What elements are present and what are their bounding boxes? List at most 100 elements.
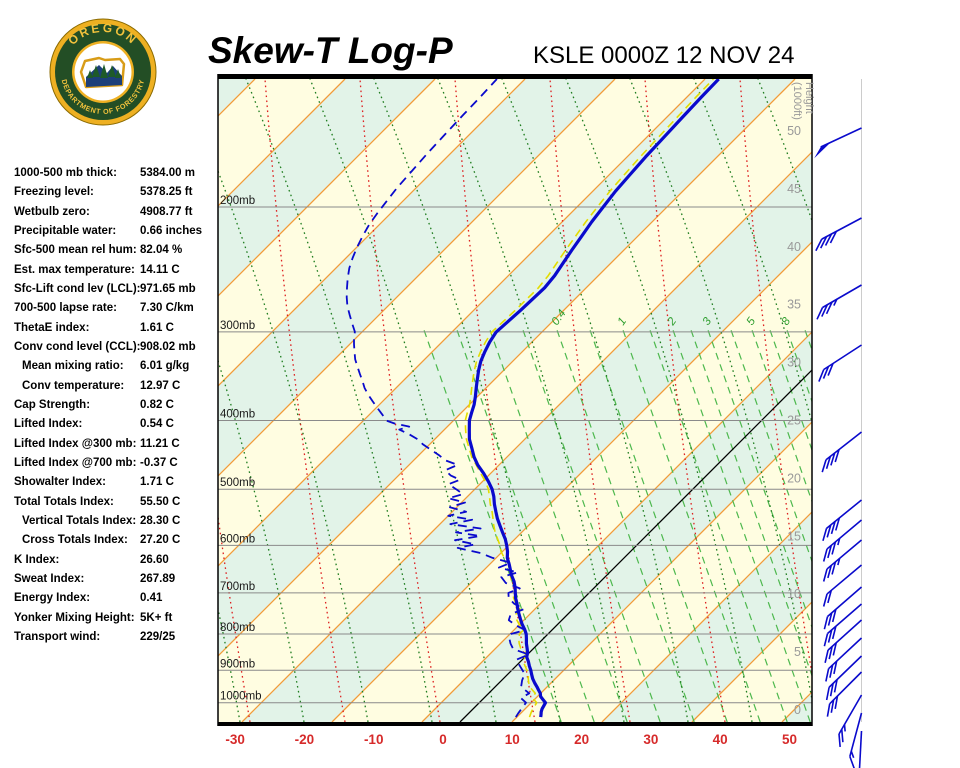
logo-seal: OREGON DEPARTMENT OF FORESTRY — [49, 18, 157, 126]
height-tick-label: 30 — [787, 356, 801, 370]
page-title: Skew-T Log-P — [208, 30, 453, 71]
index-value: 5384.00 m — [140, 167, 195, 179]
odf-logo: OREGON DEPARTMENT OF FORESTRY — [49, 18, 157, 126]
temp-tick-label: 30 — [643, 732, 658, 747]
index-label: Cross Totals Index: — [22, 534, 128, 547]
index-value: 0.66 inches — [140, 224, 203, 237]
index-label: Est. max temperature: — [14, 263, 135, 276]
height-tick-label: 35 — [787, 298, 801, 312]
wind-barb — [826, 671, 863, 717]
index-label: Sfc-500 mean rel hum: — [14, 244, 137, 257]
wind-barb — [858, 730, 863, 768]
height-tick-label: 50 — [787, 124, 801, 138]
pressure-label: 600mb — [220, 533, 255, 545]
wind-barb — [822, 539, 863, 582]
index-label: Lifted Index @700 mb: — [14, 456, 137, 469]
dry-adiabats — [218, 79, 812, 722]
wind-barb — [822, 564, 863, 607]
index-label: Lifted Index: — [14, 418, 83, 431]
height-tick-label: 15 — [787, 529, 801, 543]
index-value: 7.30 C/km — [140, 302, 194, 315]
dewpoint-trace — [345, 79, 531, 718]
pressure-label: 700mb — [220, 581, 255, 593]
index-value: -0.37 C — [140, 456, 178, 469]
index-label: Total Totals Index: — [14, 495, 114, 508]
temp-tick-label: 40 — [713, 732, 728, 747]
index-label: 700-500 lapse rate: — [14, 302, 117, 315]
wind-barb — [821, 431, 862, 473]
index-label: Conv cond level (CCL): — [14, 340, 141, 353]
chart-border — [217, 74, 813, 726]
index-label: Mean mixing ratio: — [22, 360, 124, 373]
index-value: 1.61 C — [140, 321, 174, 334]
height-axis-label: Height — [803, 82, 815, 114]
wind-barb — [815, 217, 862, 252]
index-label: Lifted Index @300 mb: — [14, 437, 137, 450]
height-axis-title: Height(1000ft) — [791, 82, 815, 120]
height-tick-label: 0 — [794, 703, 801, 717]
mixing-ratio-lines — [423, 329, 812, 722]
index-value: 82.04 % — [140, 244, 183, 257]
tree-icons — [87, 64, 121, 78]
wind-barb — [822, 499, 863, 542]
height-tick-label: 25 — [787, 414, 801, 428]
index-value: 267.89 — [140, 572, 176, 585]
temp-tick-label: -30 — [225, 732, 245, 747]
index-label: Showalter Index: — [14, 476, 107, 489]
oregon-state-shape — [79, 56, 126, 89]
moist-adiabats — [218, 79, 812, 722]
index-value: 229/25 — [140, 630, 176, 643]
index-value: 0.54 C — [140, 418, 174, 431]
pressure-label: 200mb — [220, 195, 255, 207]
index-value: 5K+ ft — [140, 611, 173, 624]
index-value: 5378.25 ft — [140, 186, 193, 199]
index-label: K Index: — [14, 553, 60, 566]
pressure-label: 900mb — [220, 658, 255, 670]
isotherm-lines — [218, 79, 812, 722]
index-label: Energy Index: — [14, 592, 91, 605]
wind-barb — [825, 637, 863, 682]
index-value: 55.50 C — [140, 495, 181, 508]
index-label: Sweat Index: — [14, 572, 85, 585]
index-label: Conv temperature: — [22, 379, 125, 392]
index-value: 26.60 — [140, 553, 169, 566]
height-tick-label: 20 — [787, 471, 801, 485]
index-label: Yonker Mixing Height: — [14, 611, 135, 624]
index-label: Transport wind: — [14, 630, 101, 643]
index-value: 0.41 — [140, 592, 163, 605]
index-value: 1.71 C — [140, 476, 174, 489]
wind-barb — [838, 694, 863, 747]
wind-barb — [825, 655, 863, 701]
band-background — [218, 79, 812, 722]
index-value: 908.02 mb — [140, 340, 196, 353]
wind-barb — [814, 127, 862, 159]
index-value: 27.20 C — [140, 534, 181, 547]
index-label: Sfc-Lift cond lev (LCL): — [14, 282, 141, 295]
temp-tick-label: 10 — [505, 732, 520, 747]
wind-barbs — [814, 127, 863, 768]
index-label: 1000-500 mb thick: — [14, 167, 117, 179]
wind-barb — [823, 603, 863, 647]
index-value: 971.65 mb — [140, 282, 196, 295]
pressure-label: 500mb — [220, 477, 255, 489]
pressure-label: 800mb — [220, 622, 255, 634]
pressure-label: 1000mb — [220, 691, 262, 703]
temp-tick-label: 0 — [439, 732, 447, 747]
wetbulb-trace — [464, 79, 714, 718]
temp-tick-label: -10 — [364, 732, 384, 747]
height-tick-label: 5 — [794, 645, 801, 659]
height-tick-label: 45 — [787, 182, 801, 196]
index-value: 0.82 C — [140, 398, 174, 411]
index-label: Wetbulb zero: — [14, 205, 90, 218]
temp-tick-label: -20 — [295, 732, 315, 747]
pressure-label: 400mb — [220, 408, 255, 420]
wind-barb — [824, 619, 863, 663]
index-label: ThetaE index: — [14, 321, 90, 334]
temp-tick-label: 50 — [782, 732, 797, 747]
wind-barb — [818, 344, 862, 382]
wind-barb — [849, 712, 863, 768]
pressure-label: 300mb — [220, 320, 255, 332]
